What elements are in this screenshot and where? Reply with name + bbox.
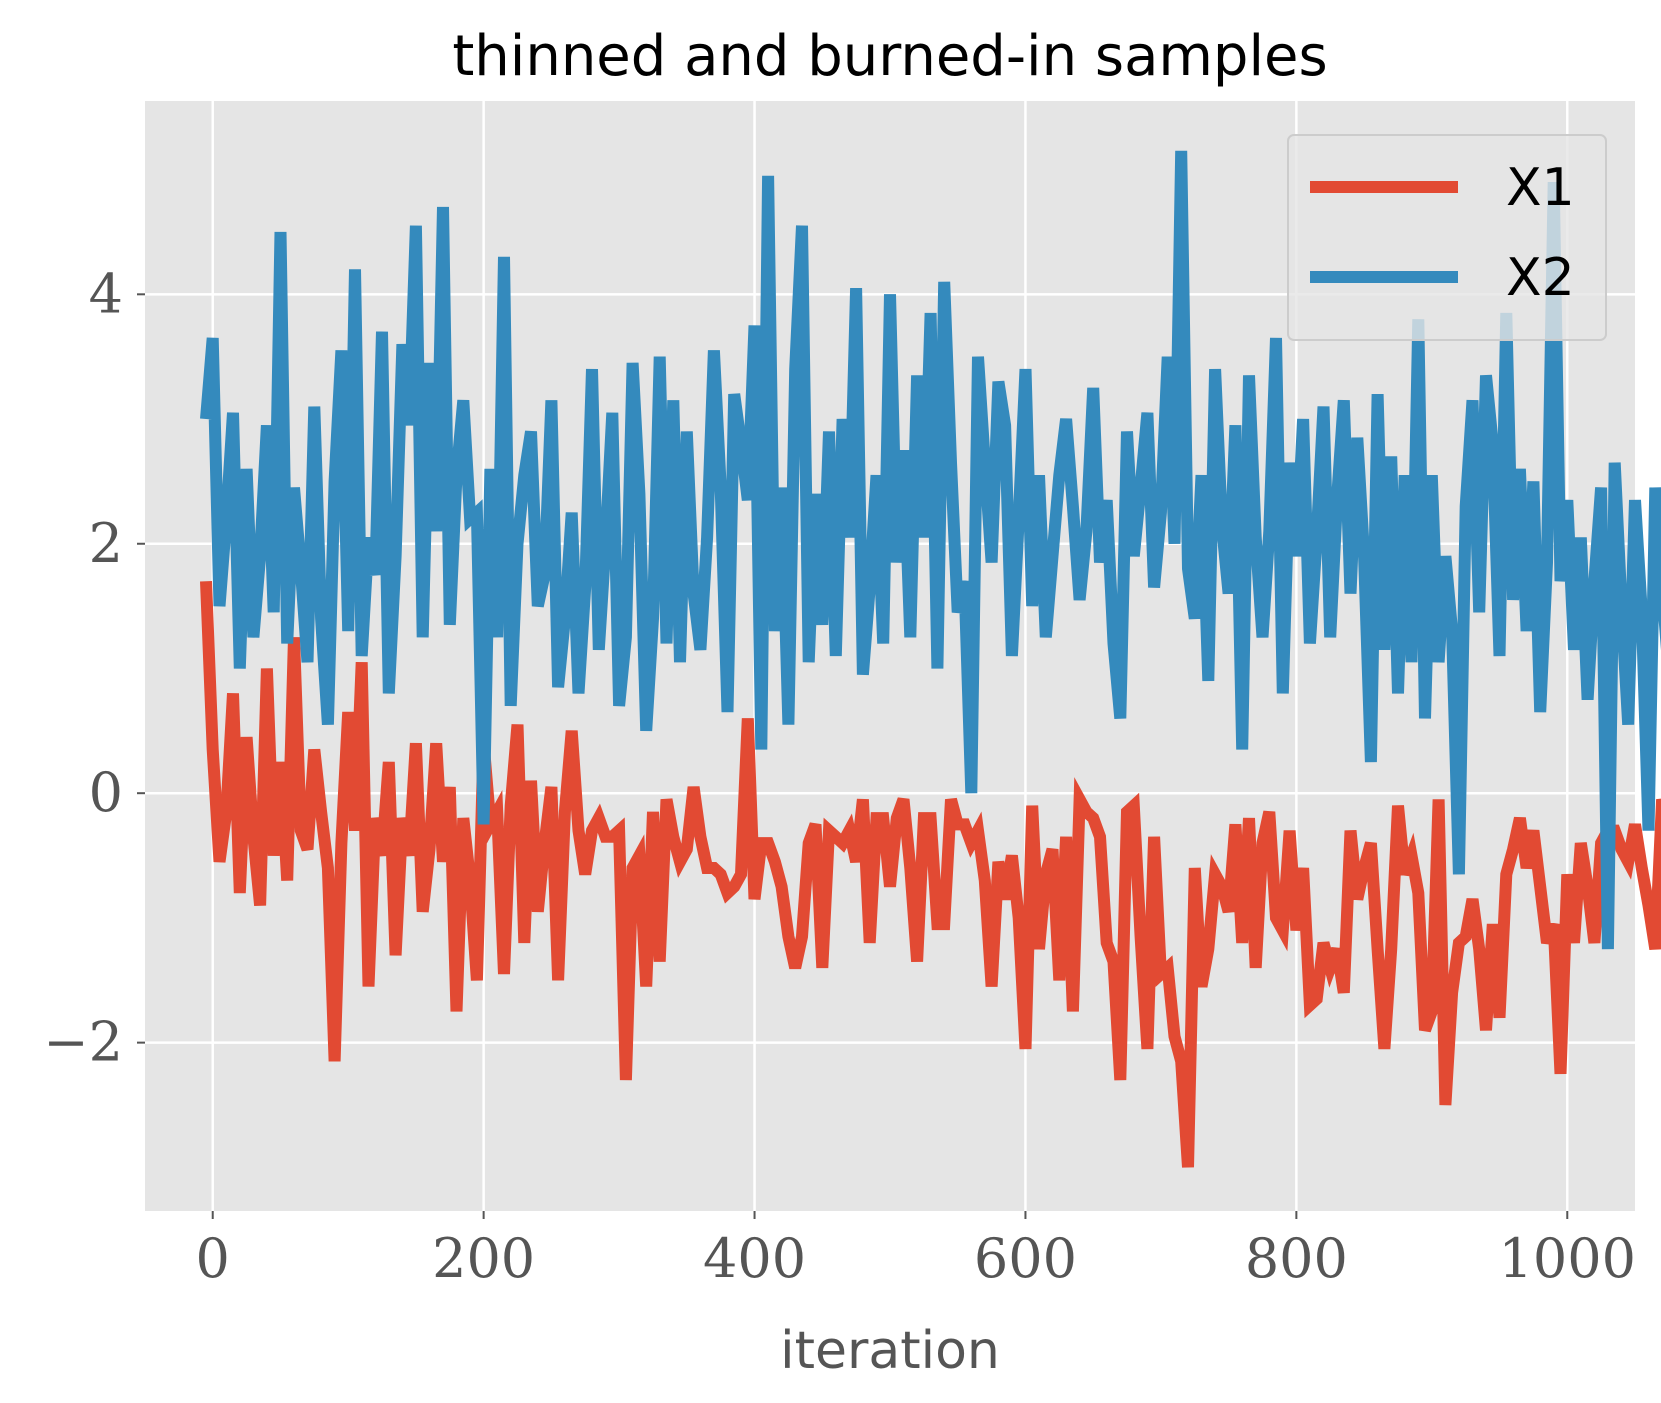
- legend-label-x2: X2: [1506, 248, 1575, 308]
- x-tick-label: 1000: [1499, 1227, 1636, 1290]
- x-tick-label: 0: [196, 1227, 230, 1290]
- x-tick-label: 600: [974, 1227, 1077, 1290]
- x-axis-label: iteration: [780, 1321, 1000, 1381]
- y-tick-label: −2: [43, 1011, 123, 1074]
- series-line-x2: [200, 150, 1661, 950]
- x-tick-label: 200: [432, 1227, 535, 1290]
- y-tick-label: 4: [89, 262, 123, 325]
- series-line-x1: [200, 580, 1661, 1168]
- ticks: 0 200 400 600 800 1000 −2 0 2 4: [43, 262, 1636, 1290]
- chart-title: thinned and burned-in samples: [452, 24, 1327, 89]
- legend: X1 X2: [1287, 134, 1607, 341]
- y-tick-label: 0: [89, 761, 123, 824]
- series-layer: [200, 150, 1661, 1168]
- x-tick-label: 800: [1245, 1227, 1348, 1290]
- legend-label-x1: X1: [1506, 158, 1575, 218]
- x-tick-label: 400: [703, 1227, 806, 1290]
- y-tick-label: 2: [89, 512, 123, 575]
